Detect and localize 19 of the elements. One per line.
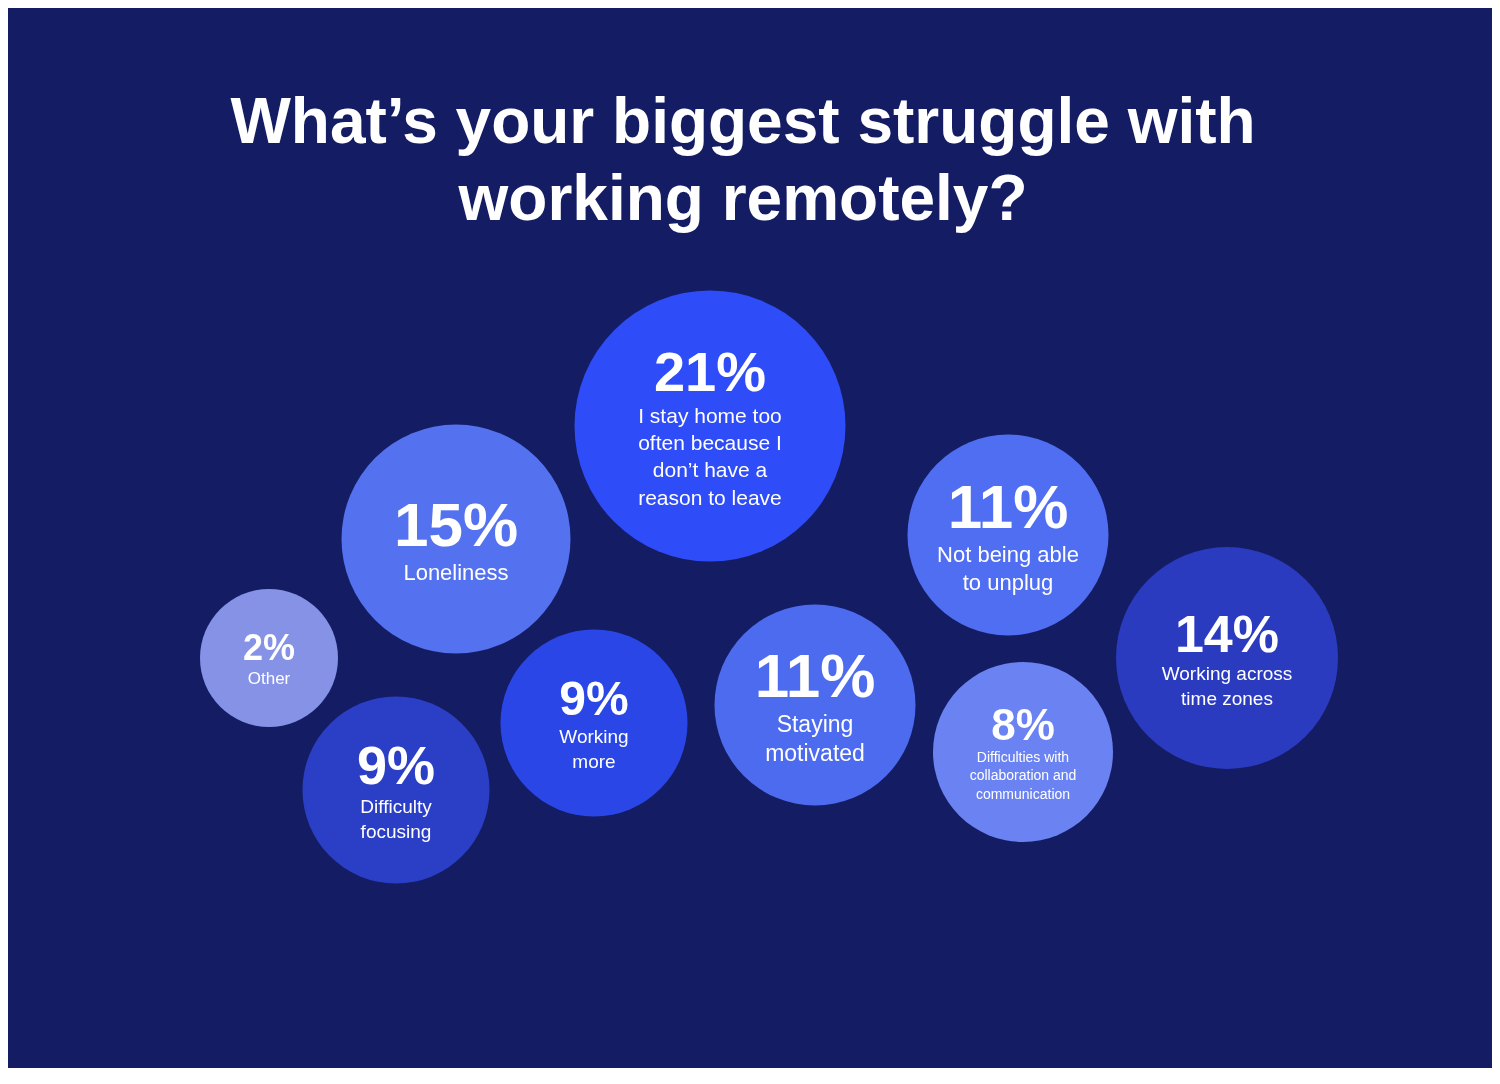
data-label: 11% xyxy=(754,640,876,710)
category-label: Loneliness xyxy=(403,560,509,586)
data-label: 11% xyxy=(947,472,1069,542)
data-label: 9% xyxy=(356,735,436,796)
category-label: Difficulty focusing xyxy=(360,796,433,842)
data-label: 2% xyxy=(242,626,296,668)
category-label: Not being able to unplug xyxy=(937,541,1079,596)
category-label: I stay home too often because I don’t have a reason to leave xyxy=(638,403,782,509)
data-label: 21% xyxy=(653,340,767,403)
data-label: 9% xyxy=(559,672,629,726)
data-label: 15% xyxy=(393,490,519,560)
category-label: Difficulties with collaboration and communication xyxy=(969,749,1077,802)
category-label: Other xyxy=(247,668,291,688)
category-label: Staying motivated xyxy=(765,710,865,767)
data-label: 14% xyxy=(1174,604,1280,663)
category-label: Working across time zones xyxy=(1161,663,1293,709)
category-label: Working more xyxy=(559,726,629,772)
data-label: 8% xyxy=(991,700,1055,750)
text: What’s your biggest struggle with working remotely? xyxy=(229,84,1257,236)
